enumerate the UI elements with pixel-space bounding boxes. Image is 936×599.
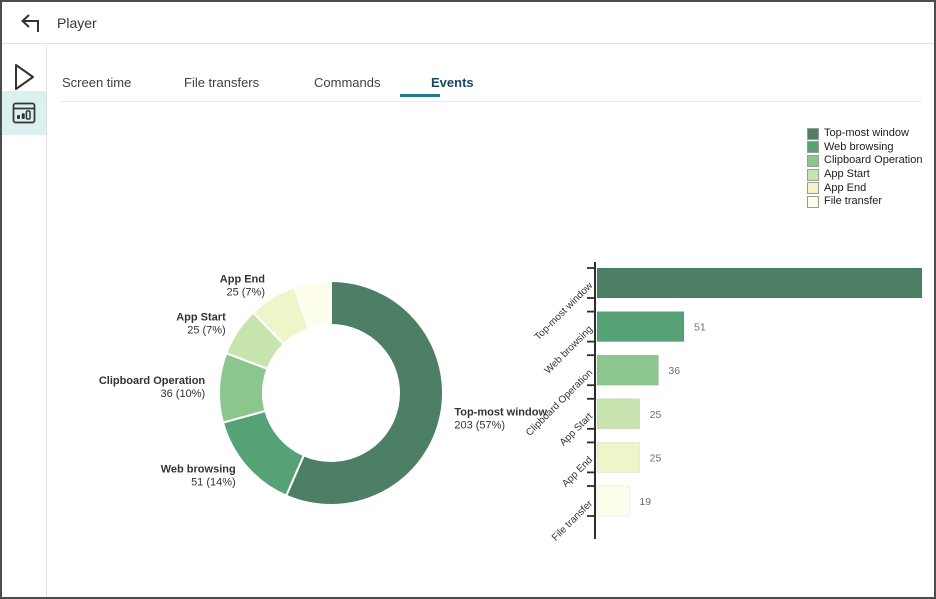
donut-label-name: Web browsing (161, 463, 236, 475)
bar[interactable] (596, 311, 685, 343)
bar-value-label: 25 (650, 409, 662, 421)
tab-file-transfers[interactable]: File transfers (184, 75, 260, 90)
legend-item[interactable]: File transfer (807, 195, 922, 209)
tab-events[interactable]: Events (431, 75, 474, 90)
sidebar (2, 45, 47, 597)
chart-legend: Top-most window Web browsing Clipboard Ope… (807, 127, 922, 209)
legend-label: App End (824, 181, 867, 194)
active-tab-underline (400, 94, 440, 97)
page-title: Player (57, 15, 97, 31)
legend-item[interactable]: App Start (807, 168, 922, 182)
back-button[interactable] (16, 11, 42, 37)
donut-label-name: App Start (176, 312, 226, 324)
legend-swatch (807, 195, 819, 208)
bar[interactable] (596, 267, 923, 299)
legend-swatch (807, 182, 819, 195)
donut-label-value: 51 (14%) (191, 476, 236, 488)
legend-swatch (807, 168, 819, 181)
bar-chart-window-icon (12, 102, 36, 124)
legend-item[interactable]: Web browsing (807, 141, 922, 155)
legend-item[interactable]: App End (807, 181, 922, 195)
donut-label-value: 25 (7%) (187, 325, 226, 337)
legend-swatch (807, 154, 819, 167)
sidebar-item-statistics[interactable] (2, 91, 46, 135)
bar-value-label: 25 (650, 452, 662, 464)
legend-item[interactable]: Top-most window (807, 127, 922, 141)
donut-slice[interactable] (293, 280, 332, 330)
donut-label-name: Top-most window (454, 407, 547, 419)
legend-item[interactable]: Clipboard Operation (807, 154, 922, 168)
bar[interactable] (596, 441, 641, 473)
top-bar: Player (2, 2, 934, 44)
legend-label: App Start (824, 168, 870, 181)
donut-slice[interactable] (285, 280, 444, 506)
bar-value-label: 51 (694, 322, 706, 334)
legend-label: Clipboard Operation (824, 154, 923, 167)
bar[interactable] (596, 485, 630, 517)
tab-commands[interactable]: Commands (314, 75, 381, 90)
tabs-divider (60, 101, 922, 102)
sidebar-item-playback[interactable] (2, 55, 46, 99)
bar-value-label: 19 (639, 496, 651, 508)
donut-label-value: 203 (57%) (454, 420, 505, 432)
back-arrow-icon (21, 14, 39, 32)
legend-label: Top-most window (824, 127, 909, 140)
donut-label-name: App End (220, 274, 265, 286)
legend-label: File transfer (824, 195, 883, 208)
bar-category-label: File transfer (550, 498, 596, 544)
legend-swatch (807, 141, 819, 154)
legend-label: Web browsing (824, 140, 894, 153)
tab-screen-time[interactable]: Screen time (62, 75, 132, 90)
donut-label-value: 25 (7%) (226, 287, 265, 299)
donut-label-name: Clipboard Operation (99, 375, 206, 387)
bar[interactable] (596, 398, 641, 430)
bar[interactable] (596, 354, 659, 386)
donut-label-value: 36 (10%) (161, 388, 206, 400)
play-icon (15, 64, 34, 90)
legend-swatch (807, 127, 819, 140)
bar-value-label: 36 (668, 365, 680, 377)
